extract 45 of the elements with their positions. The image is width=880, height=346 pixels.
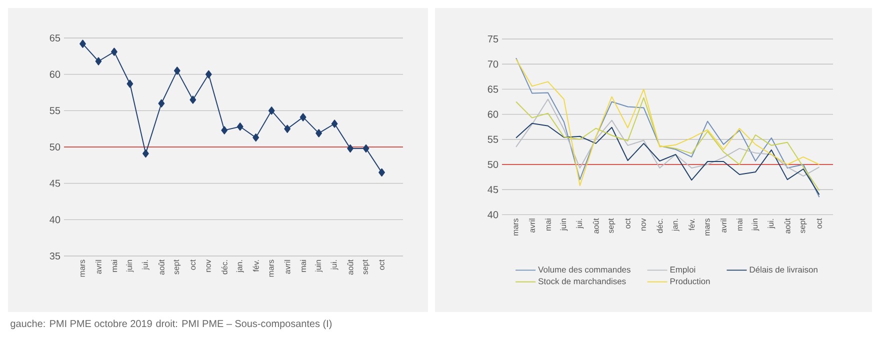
legend-label: Volume des commandes — [538, 266, 630, 273]
point — [252, 133, 260, 142]
point — [331, 120, 338, 128]
y-tick-label: 35 — [50, 252, 60, 260]
y-tick-label: 40 — [488, 211, 498, 218]
point — [205, 70, 212, 78]
text: gauche: PMI PME octobre 2019 — [10, 320, 152, 330]
line-series — [516, 97, 820, 192]
point — [95, 57, 102, 66]
y-tick-label: 70 — [488, 60, 498, 68]
y-tick-label: 60 — [488, 110, 498, 118]
point — [284, 124, 291, 133]
text: droit: PMI PME – Sous-composantes (I) — [156, 320, 332, 330]
line-series — [516, 122, 820, 196]
point — [236, 122, 244, 131]
y-tick-label: 55 — [488, 136, 498, 143]
point — [378, 168, 385, 177]
y-tick-label: 60 — [50, 70, 60, 78]
y-tick-label: 40 — [50, 216, 60, 224]
y-tick-label: 50 — [50, 143, 60, 151]
legend-label: Délais de livraison — [750, 266, 818, 273]
y-tick-label: 65 — [488, 86, 498, 93]
point — [190, 96, 196, 104]
point — [111, 48, 118, 56]
legend-label: Stock de marchandises — [538, 278, 626, 284]
y-tick-label: 65 — [50, 34, 60, 42]
point — [126, 80, 134, 88]
legend-label: Emploi — [670, 266, 696, 274]
y-tick-label: 45 — [50, 180, 60, 187]
y-tick-label: 45 — [488, 186, 498, 194]
y-tick-label: 55 — [50, 107, 60, 114]
legend-label: Production — [670, 278, 710, 284]
point — [158, 99, 165, 108]
y-tick-label: 50 — [488, 160, 498, 168]
point — [268, 106, 275, 115]
point — [362, 144, 370, 153]
point — [174, 66, 180, 75]
point — [142, 149, 149, 158]
point — [316, 129, 322, 138]
point — [300, 113, 306, 122]
point — [221, 126, 228, 134]
y-tick-label: 75 — [488, 36, 498, 42]
point — [80, 40, 86, 48]
point — [347, 144, 354, 153]
line-series — [516, 98, 820, 177]
